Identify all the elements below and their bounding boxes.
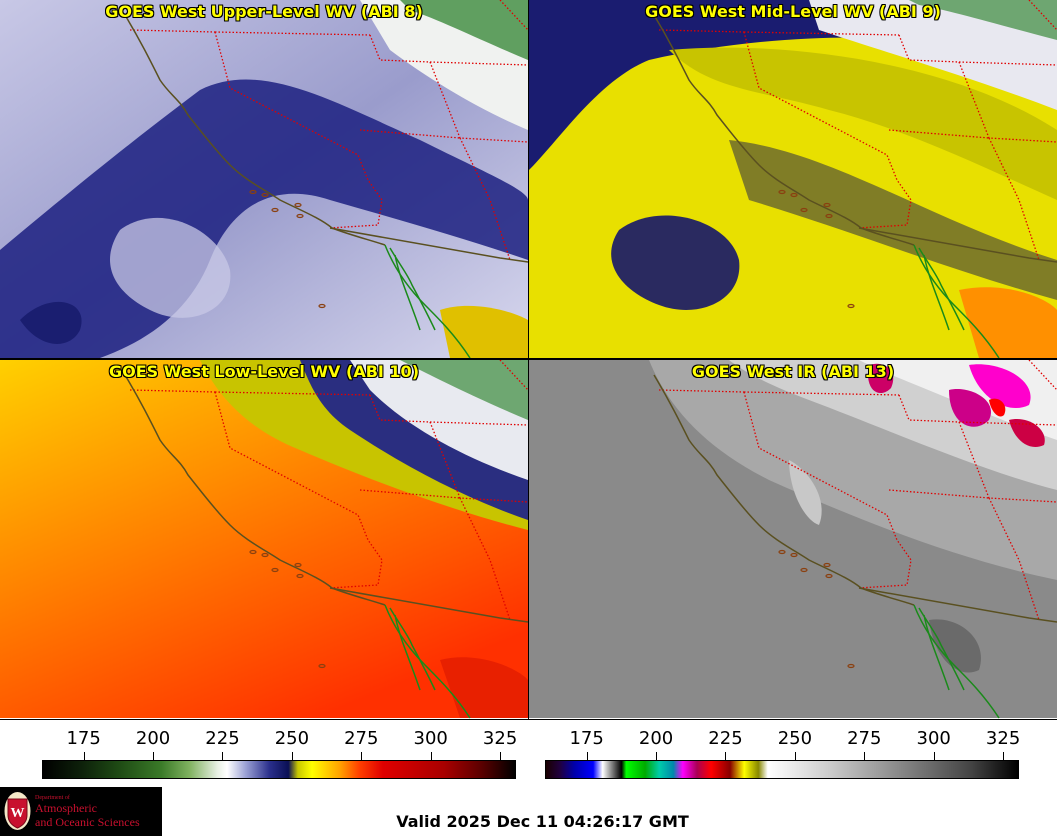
- tick-mark: [83, 752, 85, 760]
- horizontal-divider: [0, 358, 1057, 360]
- infrared-panel: [529, 360, 1057, 718]
- infrared-image: [529, 360, 1057, 718]
- tick-label: 250: [274, 728, 310, 749]
- tick-mark: [586, 752, 588, 760]
- tick-label: 225: [708, 728, 743, 749]
- tick-mark: [291, 752, 293, 760]
- logo-line2-text: and Oceanic Sciences: [35, 815, 140, 829]
- tick-mark: [222, 752, 224, 760]
- logo-line1-text: Atmospheric: [35, 801, 97, 815]
- tick-label: 300: [413, 728, 448, 749]
- low-level-wv-image: [0, 360, 528, 718]
- mid-level-wv-panel: [529, 0, 1057, 358]
- tick-label: 300: [916, 728, 951, 749]
- crest-letter: W: [11, 806, 25, 821]
- tick-mark: [864, 752, 866, 760]
- valid-time-text: Valid 2025 Dec 11 04:26:17 GMT: [396, 812, 689, 831]
- tick-mark: [430, 752, 432, 760]
- tick-label: 325: [985, 728, 1021, 749]
- logo-dept-text: Department of: [35, 795, 70, 801]
- tick-mark: [153, 752, 155, 760]
- upper-level-wv-image: [0, 0, 528, 358]
- infrared-title: GOES West IR (ABI 13): [691, 362, 895, 381]
- tick-mark: [361, 752, 363, 760]
- tick-mark: [656, 752, 658, 760]
- upper-level-wv-title: GOES West Upper-Level WV (ABI 8): [105, 2, 423, 21]
- aos-logo: W Department of Atmospheric and Oceanic …: [0, 787, 162, 836]
- wv-color-scale: 175 200 225 250 275 300 325: [42, 728, 518, 780]
- tick-label: 200: [638, 728, 674, 749]
- tick-label: 175: [66, 728, 101, 749]
- mid-level-wv-title: GOES West Mid-Level WV (ABI 9): [645, 2, 941, 21]
- tick-label: 175: [569, 728, 604, 749]
- tick-label: 200: [135, 728, 171, 749]
- upper-level-wv-panel: [0, 0, 528, 358]
- tick-label: 275: [344, 728, 379, 749]
- low-level-wv-title: GOES West Low-Level WV (ABI 10): [108, 362, 419, 381]
- wv-colorbar: [42, 760, 516, 779]
- tick-mark: [933, 752, 935, 760]
- tick-mark: [725, 752, 727, 760]
- low-level-wv-panel: [0, 360, 528, 718]
- tick-label: 225: [205, 728, 240, 749]
- uw-crest-icon: W: [4, 792, 31, 830]
- tick-mark: [794, 752, 796, 760]
- tick-mark: [500, 752, 502, 760]
- ir-colorbar: [545, 760, 1019, 779]
- tick-label: 275: [847, 728, 882, 749]
- tick-label: 250: [777, 728, 813, 749]
- tick-label: 325: [482, 728, 518, 749]
- ir-color-scale: 175 200 225 250 275 300 325: [545, 728, 1021, 780]
- mid-level-wv-image: [529, 0, 1057, 358]
- bottom-divider: [0, 719, 1057, 720]
- tick-mark: [1003, 752, 1005, 760]
